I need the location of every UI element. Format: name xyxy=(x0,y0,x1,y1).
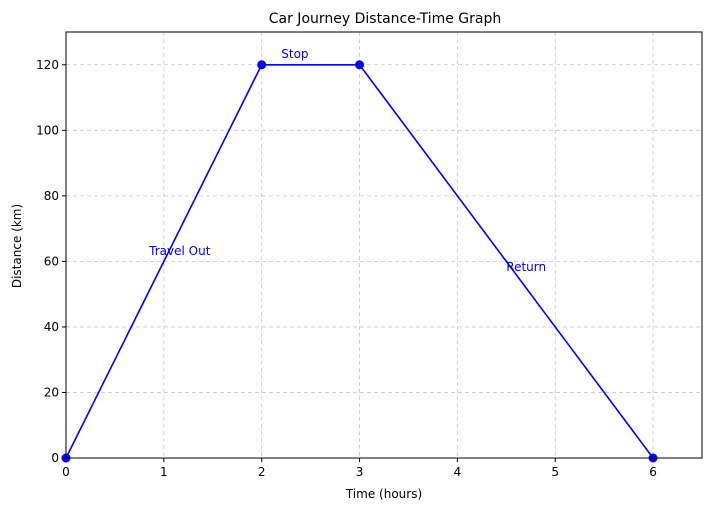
y-tick-label: 80 xyxy=(44,189,59,203)
plot-frame xyxy=(65,31,703,459)
x-axis-ticks: 0 1 2 3 4 5 6 xyxy=(62,458,657,479)
x-axis-title: Time (hours) xyxy=(345,487,422,501)
x-tick-label: 0 xyxy=(62,465,70,479)
x-tick-label: 4 xyxy=(454,465,462,479)
y-axis-title: Distance (km) xyxy=(10,204,24,288)
y-tick-label: 120 xyxy=(36,58,59,72)
x-tick-label: 2 xyxy=(258,465,266,479)
data-point xyxy=(355,60,365,70)
y-tick-label: 40 xyxy=(44,320,59,334)
y-tick-label: 20 xyxy=(44,385,59,399)
annotations: Travel Out Stop Return xyxy=(148,47,546,274)
chart-title: Car Journey Distance-Time Graph xyxy=(269,11,502,27)
y-axis-ticks: 0 20 40 60 80 100 120 xyxy=(36,58,66,465)
x-tick-label: 1 xyxy=(160,465,168,479)
annotation-label: Travel Out xyxy=(148,244,211,258)
y-tick-label: 100 xyxy=(36,123,59,137)
annotation-label: Return xyxy=(506,260,546,274)
annotation-label: Stop xyxy=(281,47,308,61)
y-tick-label: 60 xyxy=(44,254,59,268)
x-tick-label: 5 xyxy=(551,465,559,479)
data-point xyxy=(257,60,267,70)
x-tick-label: 3 xyxy=(356,465,364,479)
journey-line xyxy=(65,63,654,459)
y-tick-label: 0 xyxy=(51,451,59,465)
x-tick-label: 6 xyxy=(649,465,657,479)
